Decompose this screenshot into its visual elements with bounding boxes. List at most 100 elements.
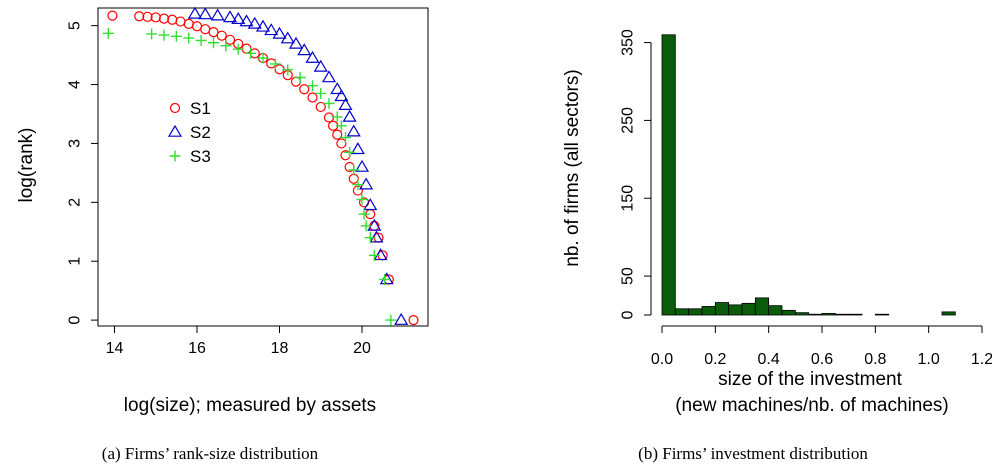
point-s2 <box>222 10 238 23</box>
y-axis-ticks-b: 0 50 150 250 350 <box>620 29 652 319</box>
point-s3 <box>364 232 376 244</box>
point-s2 <box>231 12 246 24</box>
point-s2 <box>264 23 279 36</box>
point-s3 <box>348 164 360 176</box>
point-s1 <box>158 13 170 24</box>
histogram-bar <box>754 297 770 316</box>
legend-label-s3: S3 <box>190 147 211 166</box>
histogram-bar <box>808 313 823 316</box>
point-s3 <box>385 314 397 326</box>
point-s2 <box>330 82 345 95</box>
x-axis-label-b-line2: (new machines/nb. of machines) <box>675 395 949 416</box>
y-axis-ticks-a: 0 1 2 3 4 5 <box>67 21 98 325</box>
histogram-bar <box>821 313 836 316</box>
histogram-bar <box>834 313 850 316</box>
point-s2 <box>305 50 320 63</box>
y-tick-label-b: 50 <box>620 267 637 285</box>
y-axis-label-b: nb. of firms (all sectors) <box>562 69 583 266</box>
series-s3 <box>102 27 397 326</box>
point-s2 <box>321 70 337 83</box>
point-s1 <box>134 11 145 22</box>
y-tick-label-b: 250 <box>620 107 637 134</box>
point-s3 <box>282 64 294 76</box>
point-s3 <box>208 37 219 49</box>
point-s2 <box>369 230 384 243</box>
point-s3 <box>146 28 158 40</box>
x-axis-label-a: log(size); measured by assets <box>124 395 376 416</box>
point-s1 <box>107 10 118 21</box>
point-s1 <box>332 129 343 140</box>
point-s1 <box>408 315 419 326</box>
point-s1 <box>336 138 347 149</box>
point-s2 <box>350 142 365 155</box>
point-s2 <box>187 6 202 19</box>
point-s1 <box>224 34 236 45</box>
x-tick-label-b: 0.2 <box>704 351 726 368</box>
point-s3 <box>102 27 114 39</box>
point-s3 <box>356 193 368 205</box>
point-s2 <box>363 198 378 211</box>
histogram-bar <box>768 305 783 316</box>
x-tick-label-b: 1.2 <box>971 351 992 368</box>
panel-investment: 0.0 0.2 0.4 0.6 0.8 1.0 1.2 0 50 150 250 350 size … <box>562 29 992 463</box>
point-s3 <box>323 97 335 109</box>
point-s3 <box>315 87 327 99</box>
point-s2 <box>379 272 394 285</box>
point-s2 <box>288 36 304 49</box>
x-tick-label-b: 0.6 <box>811 351 833 368</box>
y-tick-label-a: 0 <box>67 316 84 325</box>
histogram-bar <box>661 34 676 316</box>
point-s2 <box>367 218 382 231</box>
point-s1 <box>200 24 211 35</box>
point-s1 <box>150 12 161 23</box>
series-s2 <box>187 6 409 325</box>
histogram-bars-b <box>661 34 956 316</box>
point-s3 <box>294 71 306 83</box>
point-s2 <box>239 14 254 27</box>
point-s3 <box>257 52 269 64</box>
point-s1 <box>183 18 194 29</box>
y-axis-label-a: log(rank) <box>16 128 37 203</box>
y-tick-label-a: 4 <box>67 80 84 89</box>
legend-marker-s3 <box>169 150 181 162</box>
histogram-bar <box>728 304 743 316</box>
point-s3 <box>335 120 347 132</box>
histogram-bar <box>794 312 810 316</box>
x-axis-ticks-a: 14 16 18 20 <box>106 326 371 357</box>
point-s1 <box>307 92 318 103</box>
x-tick-label-a: 18 <box>271 340 289 357</box>
point-s2 <box>198 7 213 20</box>
point-s3 <box>170 30 182 42</box>
histogram-bar <box>848 313 863 316</box>
point-s2 <box>247 16 262 29</box>
point-s1 <box>216 30 227 41</box>
x-tick-label-b: 0.0 <box>651 351 673 368</box>
point-s3 <box>344 146 356 158</box>
histogram-bar <box>674 308 690 316</box>
point-s3 <box>220 40 232 52</box>
point-s1 <box>167 14 178 25</box>
legend-a: S1 S2 S3 <box>167 99 211 166</box>
x-tick-label-b: 0.4 <box>758 351 780 368</box>
point-s3 <box>360 220 372 232</box>
x-axis-ticks-b: 0.0 0.2 0.4 0.6 0.8 1.0 1.2 <box>651 325 992 368</box>
y-tick-label-a: 3 <box>67 139 84 148</box>
point-s3 <box>158 29 170 41</box>
y-tick-label-b: 150 <box>620 185 637 212</box>
point-s1 <box>348 173 359 184</box>
point-s1 <box>208 27 219 38</box>
point-s1 <box>290 76 302 87</box>
point-s3 <box>358 208 370 220</box>
histogram-bar <box>741 302 756 316</box>
point-s1 <box>299 84 310 95</box>
point-s3 <box>195 34 207 46</box>
histogram-bar <box>688 308 703 316</box>
x-tick-label-b: 1.0 <box>918 351 940 368</box>
point-s3 <box>352 179 364 191</box>
point-s2 <box>272 26 287 39</box>
y-tick-label-b: 350 <box>620 29 637 56</box>
point-s2 <box>342 109 357 122</box>
histogram-bar <box>941 311 956 316</box>
legend-marker-s1 <box>169 102 181 114</box>
